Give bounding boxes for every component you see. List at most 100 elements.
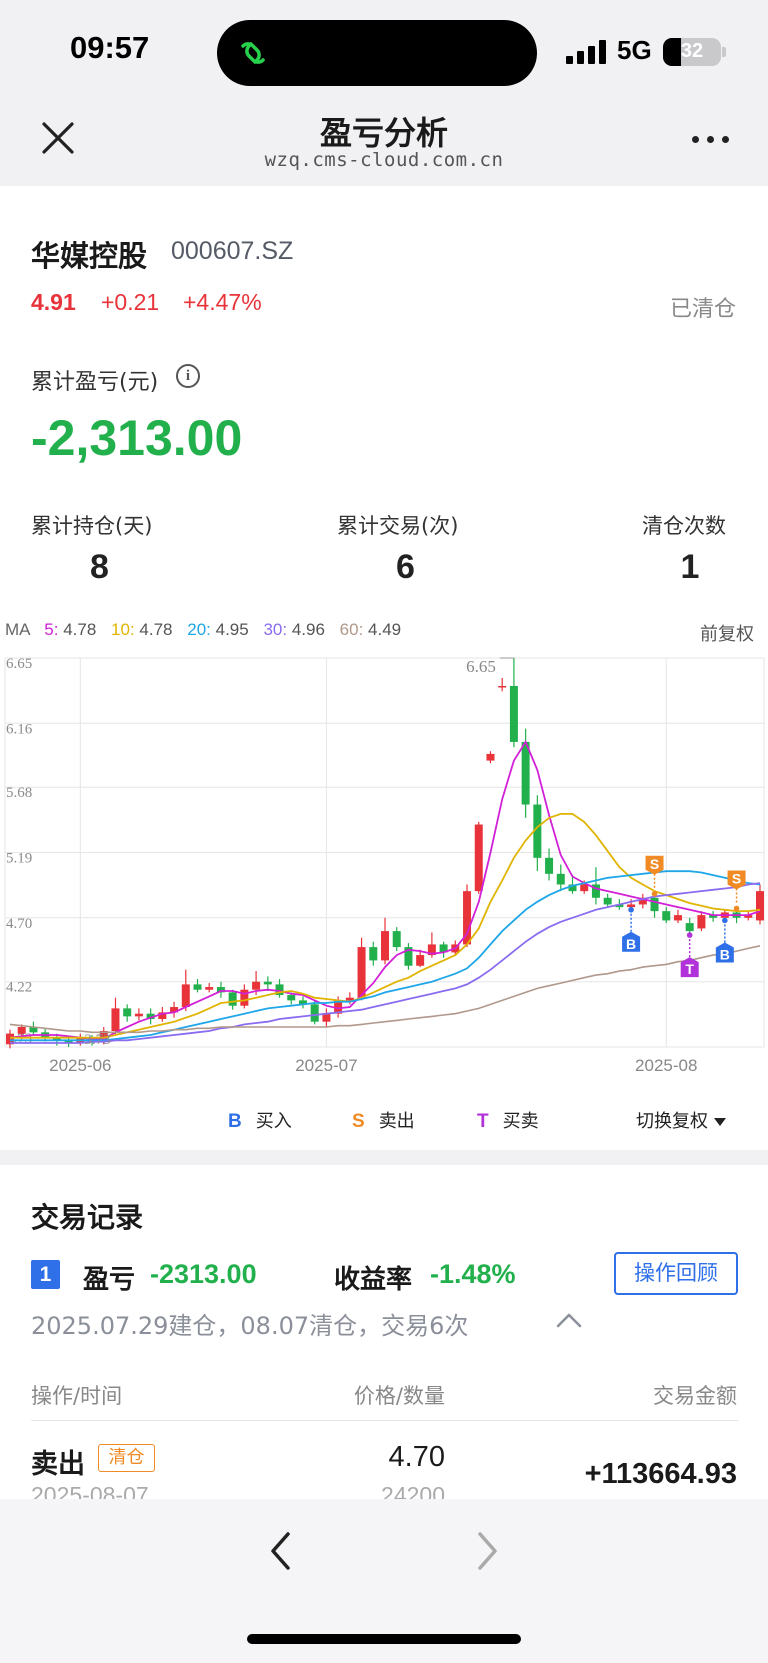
record-summary: 2025.07.29建仓，08.07清仓，交易6次: [31, 1312, 469, 1340]
candle-body: [509, 685, 518, 742]
candle-body: [99, 1031, 108, 1042]
battery-tip: [722, 47, 726, 57]
marker-label: S: [732, 870, 741, 886]
y-tick-label: 5.68: [6, 785, 32, 801]
header-op-time: 操作/时间: [31, 1384, 123, 1408]
candle-body: [6, 1033, 14, 1045]
review-button[interactable]: 操作回顾: [614, 1252, 738, 1295]
marker-dot: [722, 917, 728, 924]
header-amount: 交易金额: [653, 1384, 737, 1408]
candle-body: [498, 685, 507, 688]
signal-icon: [566, 40, 608, 64]
ma-line-ma20: [10, 870, 761, 1042]
legend-buy-letter: B: [228, 1111, 242, 1132]
record-index: 1: [31, 1260, 60, 1289]
candle-body: [240, 989, 249, 1006]
candle-body: [52, 1037, 61, 1041]
candle-body: [287, 995, 296, 1001]
candle-body: [263, 981, 272, 985]
ma30-value: 4.96: [291, 620, 325, 639]
candle-body: [756, 891, 764, 921]
legend-buy-label: 买入: [255, 1111, 292, 1132]
marker-label: S: [650, 856, 659, 872]
y-tick-label: 6.16: [6, 721, 33, 737]
y-tick-label: 4.70: [6, 916, 32, 932]
candle-body: [392, 931, 401, 948]
marker-label: B: [626, 936, 636, 952]
stock-name: 华媒控股: [31, 239, 148, 273]
legend-both-letter: T: [477, 1111, 489, 1132]
more-icon[interactable]: [692, 136, 732, 146]
battery-level: 32: [680, 40, 704, 62]
legend-sell: S 卖出: [352, 1107, 415, 1133]
candle-body: [381, 931, 389, 961]
forward-icon[interactable]: [474, 1530, 500, 1572]
candle-body: [556, 873, 565, 885]
candle-body: [310, 1004, 319, 1022]
info-icon[interactable]: i: [176, 364, 200, 388]
candle-body: [29, 1027, 38, 1033]
stat-value-trades: 6: [396, 548, 415, 586]
candle-body: [216, 987, 225, 993]
battery-icon: 32: [663, 38, 721, 66]
candle-body: [685, 923, 694, 932]
switch-adjust-button[interactable]: 切换复权: [636, 1107, 726, 1133]
marker-tag: [715, 942, 734, 963]
ma-line-ma30: [10, 882, 761, 1044]
candle-body: [627, 904, 636, 908]
marker-dot: [733, 905, 740, 912]
ma-values: MA 5: 4.78 10: 4.78 20: 4.95 30: 4.96 60…: [5, 620, 401, 640]
x-tick-label: 2025-06: [49, 1056, 111, 1075]
table-divider: [31, 1420, 738, 1421]
candle-body: [334, 1000, 343, 1014]
legend-sell-letter: S: [352, 1111, 365, 1132]
page-title: 盈亏分析: [319, 114, 448, 152]
row-price: 4.70: [388, 1441, 445, 1473]
candle-body: [134, 1013, 143, 1017]
marker-dot: [651, 890, 658, 897]
candle-body: [591, 884, 600, 898]
candle-body: [650, 897, 659, 912]
candle-body: [697, 915, 706, 929]
candle-body: [427, 944, 436, 956]
record-rate-value: -1.48%: [430, 1259, 516, 1289]
chevron-up-icon[interactable]: [555, 1312, 583, 1328]
home-indicator: [247, 1634, 521, 1644]
kline-chart[interactable]: 6.65 6.16 5.68 5.19 4.70 4.22 3.73 2025-06 2025-…: [0, 645, 768, 1075]
adjust-label[interactable]: 前复权: [700, 624, 754, 645]
candle-body: [603, 897, 612, 905]
stock-code: 000607.SZ: [171, 237, 294, 265]
marker-label: B: [720, 946, 730, 962]
candle-body: [170, 1007, 179, 1013]
header-price-qty: 价格/数量: [353, 1384, 445, 1408]
candle-body: [580, 884, 589, 892]
row-operation: 卖出: [31, 1449, 85, 1480]
low-label: 3.73: [84, 1032, 110, 1048]
candle-body: [404, 947, 413, 966]
y-tick-label: 6.65: [6, 656, 32, 672]
candle-body: [439, 944, 448, 953]
app-link-icon: [241, 42, 265, 64]
ma60-key: 60:: [339, 620, 364, 639]
candle-body: [463, 891, 472, 945]
candle-body: [474, 824, 483, 892]
status-time: 09:57: [70, 30, 150, 65]
nav-bar: [0, 100, 768, 186]
candle-body: [205, 987, 214, 990]
candle-body: [615, 904, 624, 908]
stock-change: +0.21: [101, 289, 160, 315]
y-tick-label: 4.22: [6, 980, 32, 996]
stat-value-holding: 8: [90, 548, 109, 586]
candle-body: [17, 1027, 26, 1034]
record-pl-value: -2313.00: [150, 1259, 257, 1289]
back-icon[interactable]: [268, 1530, 294, 1572]
stat-label-holding: 累计持仓(天): [31, 514, 153, 538]
candle-body: [146, 1013, 155, 1020]
close-icon[interactable]: [38, 118, 78, 158]
candle-body: [416, 955, 425, 966]
x-tick-label: 2025-07: [295, 1056, 357, 1075]
candle-body: [673, 915, 682, 921]
candle-body: [181, 984, 190, 1008]
marker-tag: [645, 855, 664, 875]
row-clear-tag: 清仓: [98, 1444, 155, 1472]
